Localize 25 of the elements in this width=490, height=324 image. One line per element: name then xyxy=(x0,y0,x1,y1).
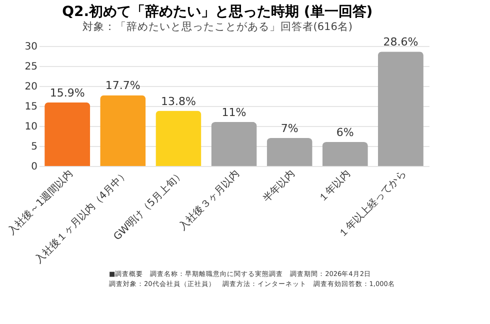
bar xyxy=(44,102,90,166)
bar xyxy=(211,122,257,166)
y-tick-label: 30 xyxy=(24,42,38,52)
y-tick-label: 25 xyxy=(24,62,38,72)
y-tick-label: 15 xyxy=(24,102,38,112)
bar xyxy=(378,52,424,166)
bar xyxy=(266,138,312,166)
y-tick-label: 0 xyxy=(31,162,38,172)
data-label: 11% xyxy=(222,106,246,119)
data-label: 15.9% xyxy=(50,86,85,100)
chart-subtitle: 対象：「辞めたいと思ったことがある」回答者(616名) xyxy=(82,20,352,34)
x-tick-label: 半年以内 xyxy=(260,168,298,205)
data-label: 17.7% xyxy=(105,79,140,92)
x-tick-label: １年以内 xyxy=(316,168,353,205)
y-tick-label: 5 xyxy=(31,142,38,152)
chart-title: Q2.初めて「辞めたい」と思った時期 (単一回答) xyxy=(62,3,373,20)
data-label: 13.8% xyxy=(160,94,196,108)
bar xyxy=(156,110,202,166)
data-label: 7% xyxy=(280,122,298,135)
data-label: 6% xyxy=(336,126,354,139)
y-tick-label: 10 xyxy=(24,122,38,132)
bar xyxy=(322,142,368,166)
bar xyxy=(100,95,146,166)
y-tick-label: 20 xyxy=(24,82,38,92)
data-label: 28.6% xyxy=(383,36,418,49)
